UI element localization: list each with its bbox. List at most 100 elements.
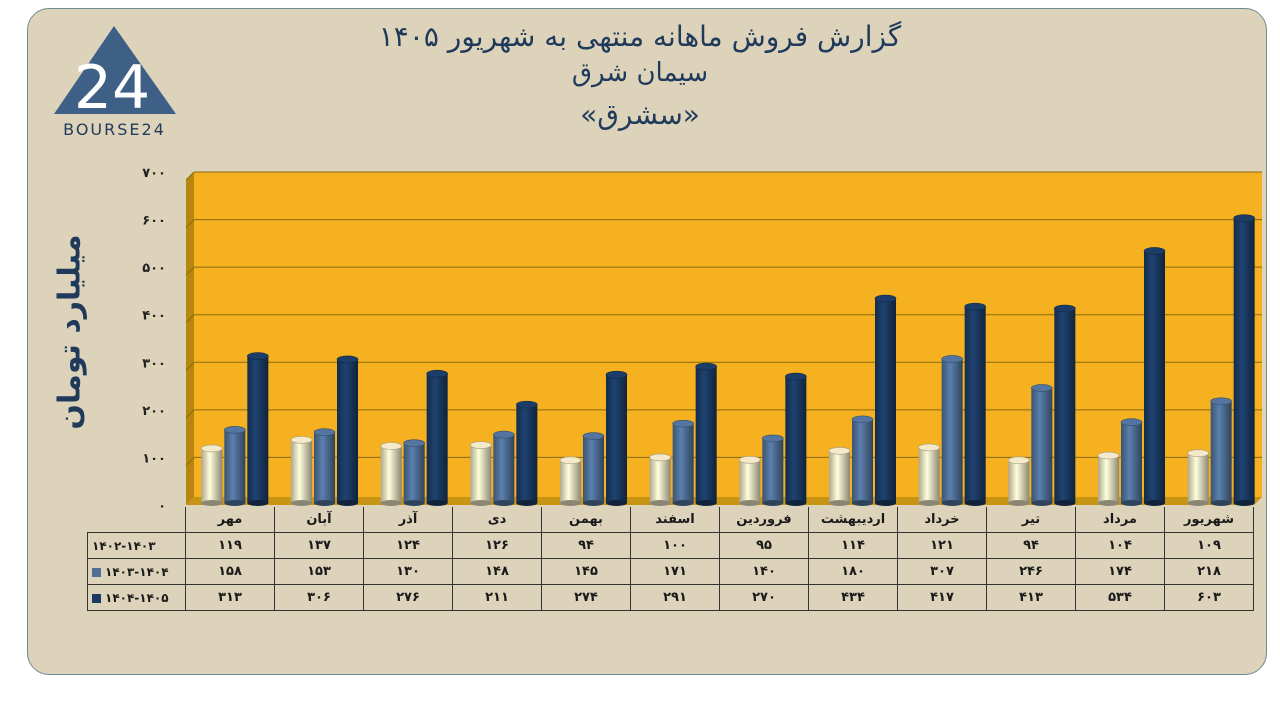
bar-2-6 [672, 419, 694, 506]
bar-1-4 [470, 441, 492, 506]
y-tick-label: ۶۰۰ [142, 214, 166, 229]
data-label: ۳۱۳ [185, 584, 275, 611]
category-label: آبان [274, 507, 364, 533]
series-name: ۱۴۰۲-۱۴۰۳ [92, 538, 156, 553]
table-row: ۱۴۰۴-۱۴۰۵ ۳۱۳ ۳۰۶ ۲۷۶ ۲۱۱ ۲۷۴ ۲۹۱ ۲۷۰ ۴۳۴ ۴۱۷ ۴۱۳ ۵… [87, 584, 1254, 611]
bar-1-3 [380, 442, 402, 506]
y-tick-label: ۱۰۰ [142, 451, 166, 466]
bar-1-5 [559, 456, 582, 506]
legend-swatch [92, 567, 101, 577]
data-label: ۹۴ [541, 532, 631, 559]
category-label: بهمن [541, 507, 631, 533]
data-label: ۵۳۴ [1075, 584, 1165, 611]
data-label: ۲۱۱ [452, 584, 542, 611]
data-label: ۱۰۰ [630, 532, 720, 559]
bar-1-10 [1008, 456, 1030, 506]
data-label: ۱۲۴ [363, 532, 453, 559]
data-label: ۱۲۶ [452, 532, 542, 559]
bourse24-logo: 24 [54, 26, 176, 123]
series-legend: ۱۴۰۴-۱۴۰۵ [87, 584, 186, 611]
data-label: ۲۷۶ [363, 584, 453, 611]
bar-3-12 [1233, 214, 1255, 506]
bar-1-11 [1097, 451, 1120, 506]
logo-text: BOURSE24 [63, 120, 166, 139]
data-label: ۱۳۰ [363, 558, 453, 585]
data-label: ۶۰۳ [1164, 584, 1254, 611]
data-label: ۴۱۳ [986, 584, 1076, 611]
category-label: خرداد [897, 507, 987, 533]
gridline [185, 457, 195, 466]
category-label: شهریور [1164, 507, 1254, 533]
bar-2-4 [493, 430, 515, 506]
data-label: ۹۴ [986, 532, 1076, 559]
bar-1-8 [828, 446, 851, 506]
data-label: ۱۴۰ [719, 558, 809, 585]
data-label: ۱۵۳ [274, 558, 364, 585]
category-label: مهر [185, 507, 275, 533]
data-label: ۱۷۱ [630, 558, 720, 585]
bar-2-2 [313, 428, 336, 506]
bar-3-11 [1143, 247, 1166, 506]
category-label: آذر [363, 507, 453, 533]
gridline [185, 361, 195, 371]
bar-2-7 [762, 434, 784, 506]
data-label: ۱۵۸ [185, 558, 275, 585]
data-label: ۲۴۶ [986, 558, 1076, 585]
table-row: ۱۴۰۲-۱۴۰۳ ۱۱۹ ۱۳۷ ۱۲۴ ۱۲۶ ۹۴ ۱۰۰ ۹۵ ۱۱۴ ۱۲۱ ۹۴ ۱۰۴ ۱… [87, 532, 1254, 559]
category-label: فروردین [719, 507, 809, 533]
data-label: ۴۳۴ [808, 584, 898, 611]
plot-side-wall [186, 172, 194, 505]
bar-3-4 [516, 400, 538, 506]
bar-1-2 [290, 436, 313, 506]
y-tick-label: ۰ [158, 499, 166, 514]
bar-3-7 [785, 372, 807, 506]
data-label: ۱۰۹ [1164, 532, 1254, 559]
logo-triangle [54, 26, 176, 114]
gridline [185, 171, 195, 181]
logo-mark: 24 [74, 53, 150, 123]
category-label: اسفند [630, 507, 720, 533]
data-label: ۱۷۴ [1075, 558, 1165, 585]
series-name: ۱۴۰۳-۱۴۰۴ [105, 564, 169, 579]
gridline [185, 314, 195, 324]
bar-3-9 [964, 302, 986, 506]
table-row: ۱۴۰۳-۱۴۰۴ ۱۵۸ ۱۵۳ ۱۳۰ ۱۴۸ ۱۴۵ ۱۷۱ ۱۴۰ ۱۸۰ ۳۰۷ ۲۴۶ ۱… [87, 558, 1254, 585]
chart-symbol: «سشرق» [580, 98, 700, 131]
data-label: ۱۸۰ [808, 558, 898, 585]
bar-2-1 [224, 426, 246, 506]
category-label: اردیبهشت [808, 507, 898, 533]
gridline [185, 266, 195, 276]
data-label: ۴۱۷ [897, 584, 987, 611]
y-tick-label: ۵۰۰ [142, 261, 166, 276]
plot-area [194, 172, 1262, 497]
series-legend: ۱۴۰۳-۱۴۰۴ [87, 558, 186, 585]
bar-3-3 [426, 369, 448, 506]
category-label: تیر [986, 507, 1076, 533]
data-label: ۳۰۷ [897, 558, 987, 585]
y-tick-label: ۴۰۰ [142, 309, 166, 324]
chart-subtitle: سیمان شرق [571, 58, 709, 88]
bar-1-12 [1187, 449, 1209, 506]
category-label: مرداد [1075, 507, 1165, 533]
data-label: ۱۴۸ [452, 558, 542, 585]
series-legend: ۱۴۰۲-۱۴۰۳ [87, 532, 186, 559]
data-label: ۲۱۸ [1164, 558, 1254, 585]
data-label: ۱۴۵ [541, 558, 631, 585]
y-tick-label: ۷۰۰ [142, 166, 166, 181]
series-name: ۱۴۰۴-۱۴۰۵ [105, 590, 169, 605]
data-label: ۳۰۶ [274, 584, 364, 611]
bar-1-9 [918, 443, 940, 506]
data-label: ۹۵ [719, 532, 809, 559]
bar-3-5 [605, 370, 628, 506]
category-label: دی [452, 507, 542, 533]
data-table: مهر آبان آذر دی بهمن اسفند فروردین اردیبهشت خردا… [87, 507, 1254, 611]
bar-2-11 [1120, 418, 1143, 506]
bar-2-5 [582, 432, 605, 506]
bar-2-3 [403, 439, 425, 506]
bar-2-12 [1210, 397, 1232, 506]
bar-2-10 [1031, 384, 1053, 506]
gridline [185, 409, 195, 419]
data-label: ۲۷۴ [541, 584, 631, 611]
plot-floor [186, 497, 1262, 505]
bar-3-6 [695, 362, 717, 506]
